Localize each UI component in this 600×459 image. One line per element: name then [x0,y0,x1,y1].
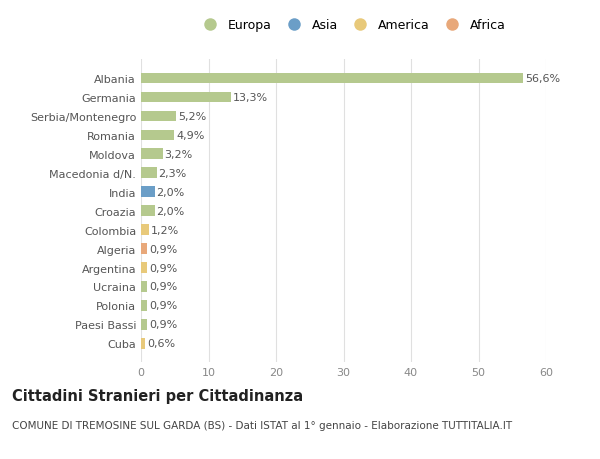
Bar [141,319,147,330]
Bar [141,92,231,103]
Bar [141,168,157,179]
Bar [141,282,147,292]
Bar [141,206,155,216]
Text: 2,0%: 2,0% [157,187,185,197]
Bar [141,301,147,311]
Text: 0,9%: 0,9% [149,244,178,254]
Text: 0,9%: 0,9% [149,320,178,330]
Bar [141,187,155,197]
Bar [141,244,147,254]
Bar [141,111,176,122]
Text: COMUNE DI TREMOSINE SUL GARDA (BS) - Dati ISTAT al 1° gennaio - Elaborazione TUT: COMUNE DI TREMOSINE SUL GARDA (BS) - Dat… [12,420,512,430]
Bar [141,149,163,160]
Text: 13,3%: 13,3% [233,93,268,102]
Bar [141,263,147,273]
Legend: Europa, Asia, America, Africa: Europa, Asia, America, Africa [193,14,511,37]
Text: 56,6%: 56,6% [525,73,560,84]
Bar [141,338,145,349]
Text: 4,9%: 4,9% [176,130,205,140]
Bar [141,225,149,235]
Bar [141,73,523,84]
Text: 0,6%: 0,6% [147,339,175,349]
Bar [141,130,174,140]
Text: 2,0%: 2,0% [157,206,185,216]
Text: 2,3%: 2,3% [158,168,187,178]
Text: Cittadini Stranieri per Cittadinanza: Cittadini Stranieri per Cittadinanza [12,388,303,403]
Text: 1,2%: 1,2% [151,225,179,235]
Text: 5,2%: 5,2% [178,112,206,122]
Text: 0,9%: 0,9% [149,282,178,292]
Text: 3,2%: 3,2% [164,149,193,159]
Text: 0,9%: 0,9% [149,301,178,311]
Text: 0,9%: 0,9% [149,263,178,273]
